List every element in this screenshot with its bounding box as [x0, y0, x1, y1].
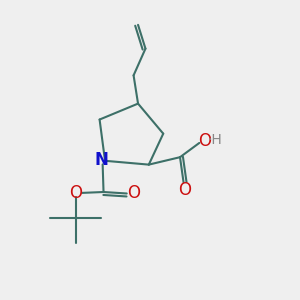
- Text: ·H: ·H: [208, 133, 223, 147]
- Text: O: O: [69, 184, 82, 202]
- Text: O: O: [198, 132, 211, 150]
- Text: O: O: [127, 184, 140, 202]
- Text: O: O: [178, 181, 191, 199]
- Text: N: N: [94, 151, 108, 169]
